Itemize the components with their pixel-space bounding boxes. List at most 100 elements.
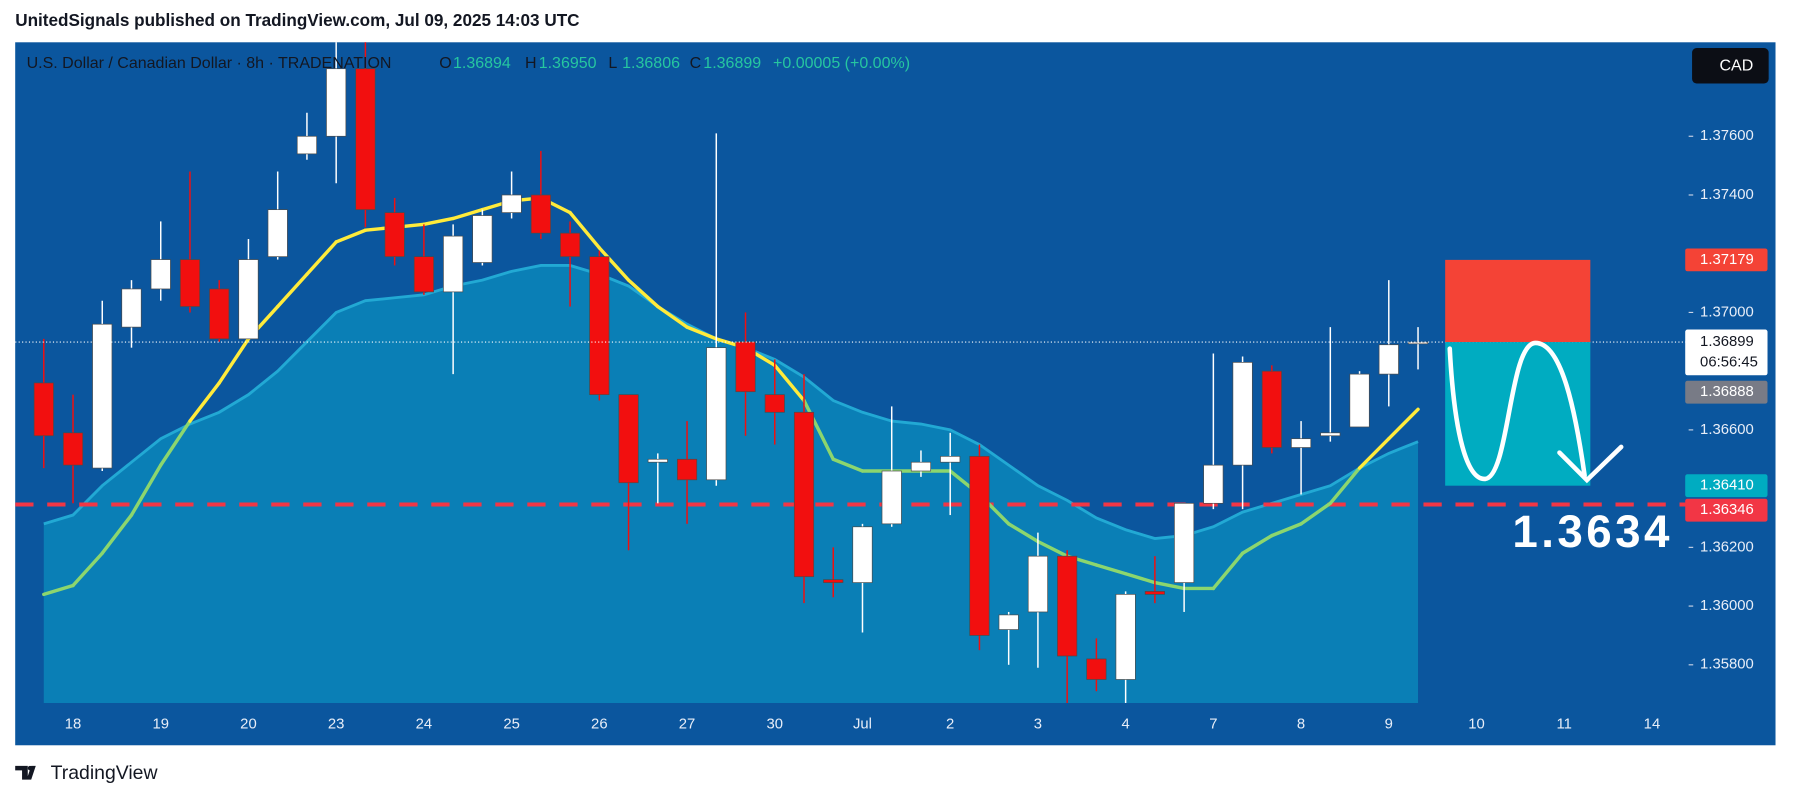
target-price-label: 1.36410: [1700, 478, 1754, 494]
candle-body: [121, 288, 142, 328]
ohlc-key: L: [608, 55, 617, 72]
candle-body: [238, 259, 259, 340]
overlay: U.S. Dollar / Canadian Dollar · 8h · TRA…: [27, 55, 1768, 733]
x-tick-label: 20: [240, 717, 257, 733]
ma-segment: [1357, 436, 1391, 470]
candle-body: [150, 259, 171, 290]
candle-body: [1320, 432, 1341, 437]
candle-body: [735, 341, 756, 393]
candle-body: [998, 614, 1019, 630]
ma-segment: [129, 463, 163, 517]
x-tick-label: 3: [1034, 717, 1042, 733]
candle-body: [764, 394, 785, 413]
candle-body: [472, 215, 493, 263]
ma-segment: [831, 457, 865, 473]
ma-segment: [305, 240, 338, 276]
target-annotation: 1.3634: [1512, 506, 1672, 557]
candle-body: [326, 68, 347, 137]
ma-segment: [1094, 563, 1128, 576]
tv-logo: [15, 765, 36, 780]
x-tick-label: 7: [1209, 717, 1217, 733]
ma-segment: [1006, 522, 1040, 544]
ma-segment: [1328, 466, 1362, 506]
ma-segment: [1270, 522, 1303, 538]
x-tick-label: 10: [1468, 717, 1485, 733]
candle-body: [618, 394, 639, 484]
ma-segment: [334, 228, 368, 244]
last-price-label: 1.36899: [1700, 334, 1754, 350]
candle-body: [910, 461, 932, 472]
ma-segment: [42, 583, 75, 597]
candle-body: [852, 526, 873, 583]
x-tick-label: 11: [1557, 717, 1572, 733]
x-tick-label: 14: [1644, 717, 1661, 733]
x-tick-label: 18: [65, 717, 82, 733]
ma-segment: [188, 381, 221, 423]
x-tick-label: 30: [767, 717, 784, 733]
candle-body: [793, 411, 815, 578]
footer-brand: TradingView: [51, 762, 159, 784]
ohlc-key: H: [525, 55, 537, 72]
candle-body: [1057, 555, 1078, 657]
change-value: +0.00005 (+0.00%): [773, 55, 910, 72]
currency-label[interactable]: CAD: [1720, 58, 1754, 75]
candle-body: [1232, 362, 1253, 466]
x-tick-label: 26: [591, 717, 608, 733]
ma-segment: [100, 513, 134, 555]
x-tick-label: Jul: [853, 717, 872, 733]
ma-segment: [597, 246, 631, 282]
ma-segment: [1387, 407, 1420, 441]
ma-segment: [1036, 539, 1069, 558]
cad-button-bg[interactable]: [1692, 48, 1769, 84]
ma-segment: [71, 551, 104, 588]
x-tick-label: 19: [152, 717, 169, 733]
candle-body: [296, 135, 317, 155]
candle-body: [530, 194, 551, 234]
candle-body: [1378, 344, 1399, 375]
forecast-arrowhead: [1557, 444, 1624, 484]
candle-body: [881, 470, 902, 525]
ma-segment: [656, 304, 689, 329]
symbol-title: U.S. Dollar / Canadian Dollar · 8h · TRA…: [27, 55, 392, 72]
x-tick-label: 25: [503, 717, 520, 733]
candle-body: [823, 579, 844, 583]
ma-segment: [1123, 572, 1157, 585]
ma-segment: [685, 325, 718, 341]
candle-body: [1027, 555, 1048, 613]
ohlc-value: 1.36899: [703, 55, 761, 72]
y-tick-label: 1.35800: [1700, 657, 1754, 673]
y-tick-label: 1.37600: [1700, 128, 1754, 144]
ma-segment: [217, 337, 251, 385]
candle-body: [92, 323, 113, 469]
candle-body: [1261, 370, 1282, 448]
y-tick-label: 1.37400: [1700, 187, 1754, 203]
x-tick-label: 27: [679, 717, 696, 733]
ohlc-value: 1.36950: [539, 55, 597, 72]
candle-body: [589, 256, 610, 396]
ma-segment: [626, 278, 660, 309]
last-price-bg: [1685, 329, 1768, 376]
candle-body: [62, 432, 84, 466]
candle-body: [560, 232, 581, 257]
plot: [15, 42, 1689, 703]
cad-button[interactable]: CAD: [1692, 48, 1769, 84]
x-tick-label: 2: [946, 717, 954, 733]
candle-body: [1086, 658, 1107, 680]
y-tick-label: 1.37000: [1700, 304, 1754, 320]
prev-price-label-bg: [1685, 380, 1768, 404]
ma-segment: [451, 207, 485, 221]
ma-segment: [1240, 533, 1274, 555]
candle-body: [1115, 593, 1136, 680]
candle-body: [1174, 502, 1195, 583]
prev-price-label: 1.36888: [1700, 384, 1754, 400]
level-price-label-bg: [1685, 498, 1768, 522]
candle-body: [209, 288, 230, 340]
ohlc-value: 1.36806: [622, 55, 680, 72]
x-tick-label: 8: [1297, 717, 1305, 733]
forecast-curve: [1447, 340, 1587, 482]
ma-segment: [1153, 580, 1186, 591]
x-tick-label: 23: [328, 717, 345, 733]
x-tick-label: 24: [416, 717, 433, 733]
candle-body: [1291, 438, 1312, 448]
